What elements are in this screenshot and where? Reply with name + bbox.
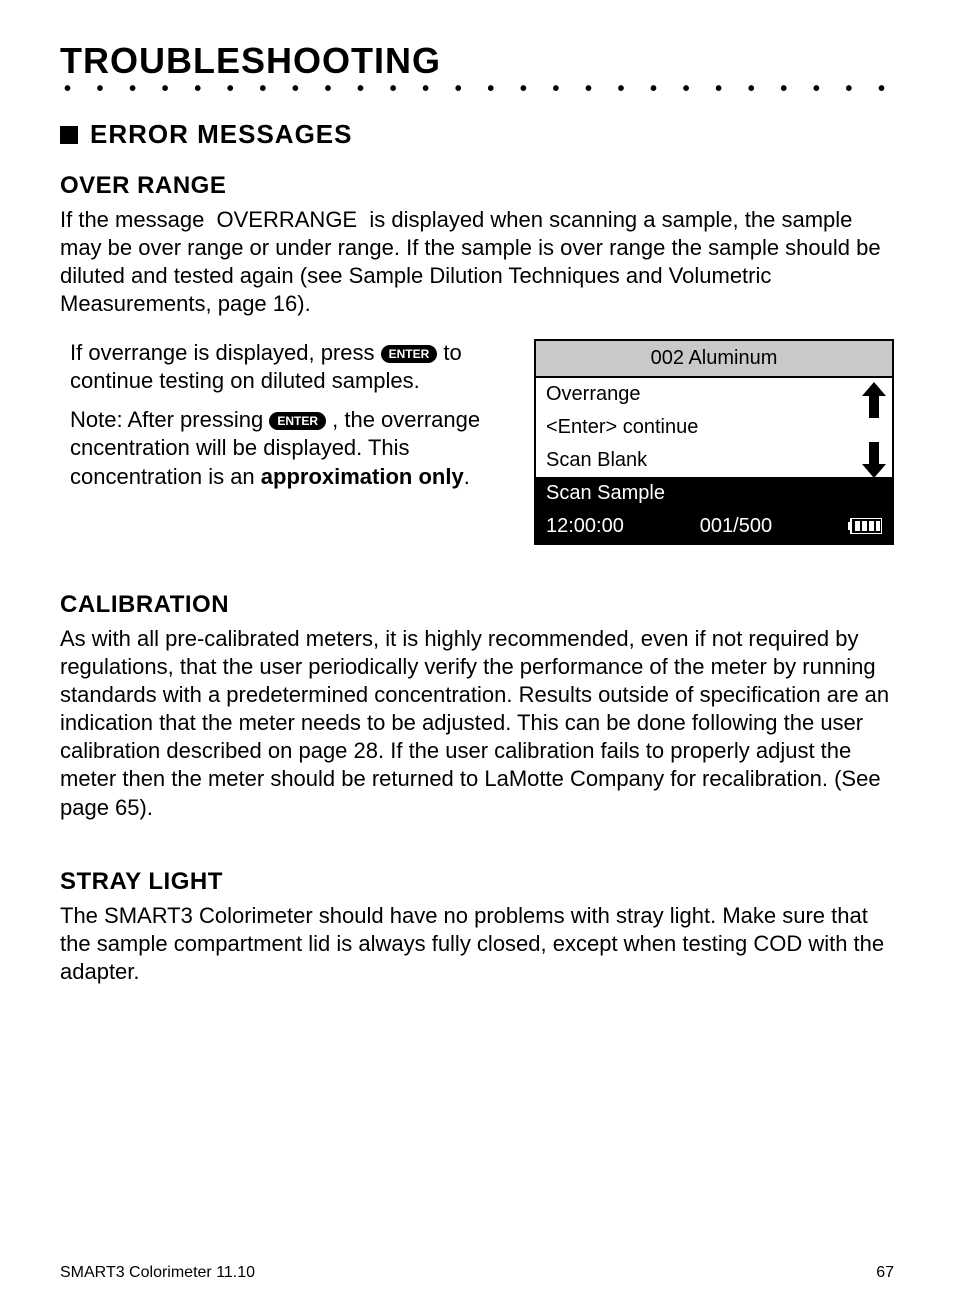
square-bullet-icon — [60, 126, 78, 144]
lcd-row-overrange: Overrange — [536, 378, 892, 411]
section-title: ERROR MESSAGES — [90, 119, 353, 150]
text: If overrange is displayed, press — [70, 340, 381, 365]
page: TROUBLESHOOTING • • • • • • • • • • • • … — [0, 0, 954, 1312]
over-range-intro: If the message OVERRANGE is displayed wh… — [60, 206, 894, 319]
lcd-footer: 12:00:00 001/500 — [536, 510, 892, 543]
section-header: ERROR MESSAGES — [60, 119, 894, 150]
over-range-left-p1: If overrange is displayed, press ENTER t… — [70, 339, 504, 396]
footer-left: SMART3 Colorimeter 11.10 — [60, 1264, 255, 1282]
enter-key-icon: ENTER — [381, 345, 438, 363]
stray-light-heading: STRAY LIGHT — [60, 868, 894, 896]
lcd-header: 002 Aluminum — [536, 341, 892, 378]
footer-page-number: 67 — [876, 1264, 894, 1282]
lcd-footer-count: 001/500 — [700, 515, 772, 538]
lcd-row-scan-sample: Scan Sample — [536, 477, 892, 510]
lcd-row-scan-blank: Scan Blank — [536, 444, 892, 477]
arrow-down-icon — [862, 442, 886, 478]
stray-light-section: STRAY LIGHT The SMART3 Colorimeter shoul… — [60, 868, 894, 986]
enter-key-icon: ENTER — [269, 412, 326, 430]
over-range-heading: OVER RANGE — [60, 172, 894, 200]
text-bold: approximation only — [261, 464, 464, 489]
over-range-section: OVER RANGE If the message OVERRANGE is d… — [60, 172, 894, 545]
calibration-section: CALIBRATION As with all pre-calibrated m… — [60, 591, 894, 822]
calibration-heading: CALIBRATION — [60, 591, 894, 619]
over-range-left-p2: Note: After pressing ENTER , the overran… — [70, 406, 504, 492]
lcd-panel: 002 Aluminum Overrange <Enter> continue … — [534, 339, 894, 545]
lcd-footer-time: 12:00:00 — [546, 515, 624, 538]
stray-light-body: The SMART3 Colorimeter should have no pr… — [60, 902, 894, 986]
text: . — [464, 464, 470, 489]
lcd-body: Overrange <Enter> continue Scan Blank Sc… — [536, 378, 892, 510]
arrow-up-icon — [862, 382, 886, 418]
over-range-columns: If overrange is displayed, press ENTER t… — [60, 339, 894, 545]
page-footer: SMART3 Colorimeter 11.10 67 — [60, 1264, 894, 1282]
title-dots: • • • • • • • • • • • • • • • • • • • • … — [64, 78, 894, 101]
lcd-arrows — [862, 382, 886, 478]
calibration-body: As with all pre-calibrated meters, it is… — [60, 625, 894, 822]
lcd-row-enter-continue: <Enter> continue — [536, 411, 892, 444]
main-title: TROUBLESHOOTING — [60, 40, 894, 82]
over-range-left: If overrange is displayed, press ENTER t… — [60, 339, 504, 502]
battery-icon — [848, 518, 882, 534]
text: Note: After pressing — [70, 407, 269, 432]
